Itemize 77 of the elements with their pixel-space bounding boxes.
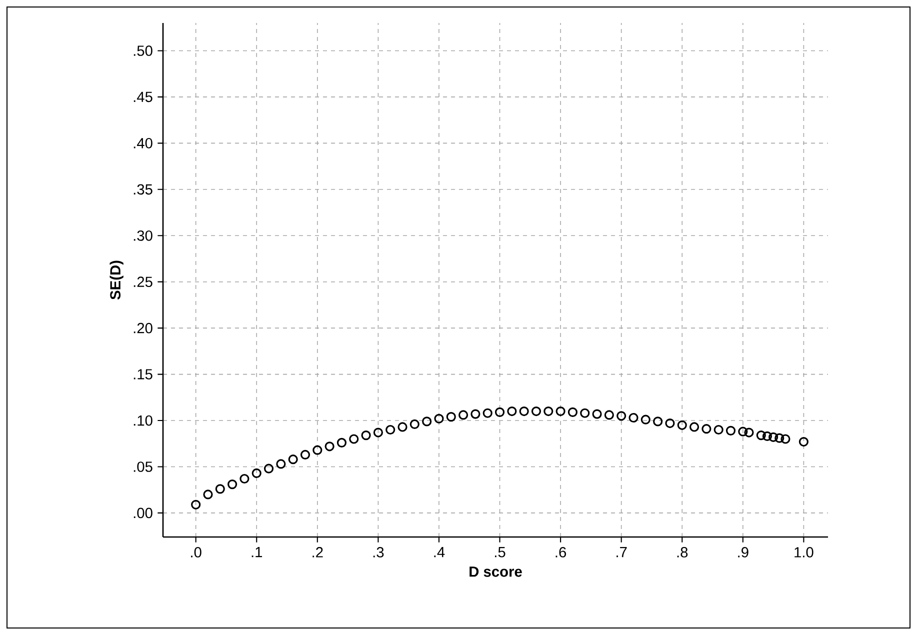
point <box>768 432 778 442</box>
point <box>410 419 420 430</box>
point <box>398 422 408 432</box>
point <box>653 416 663 426</box>
y-tick-label: .25 <box>134 276 152 288</box>
point <box>312 445 322 455</box>
point <box>300 450 310 460</box>
point <box>580 408 590 418</box>
x-tick-label: .9 <box>738 547 748 558</box>
y-tick-label: .35 <box>134 184 152 195</box>
point <box>336 438 347 448</box>
x-tick-label: .7 <box>616 547 627 558</box>
x-tick-label: .6 <box>556 547 566 558</box>
point <box>349 434 359 444</box>
point <box>215 484 225 494</box>
x-axis-title: D score <box>470 566 522 577</box>
y-tick-label: .05 <box>134 462 152 472</box>
y-axis-title: SE(D) <box>110 260 124 300</box>
point <box>519 406 529 416</box>
y-tick-label: .45 <box>134 92 152 102</box>
y-tick-label: .50 <box>134 46 152 56</box>
point <box>507 406 517 416</box>
y-tick-label: .20 <box>134 322 152 334</box>
point <box>702 424 712 434</box>
x-tick-label: .2 <box>312 547 323 558</box>
point <box>531 406 542 416</box>
point <box>288 454 298 464</box>
point <box>756 430 766 440</box>
point <box>361 430 371 440</box>
point <box>665 418 675 428</box>
point <box>780 434 790 444</box>
point <box>689 422 700 432</box>
point <box>458 410 468 420</box>
point <box>482 408 492 418</box>
point <box>227 480 238 490</box>
point <box>798 436 808 447</box>
x-tick-label: .1 <box>252 547 262 558</box>
point <box>556 406 566 416</box>
point <box>568 407 578 417</box>
point <box>592 409 602 419</box>
point <box>738 426 748 436</box>
y-tick-label: .40 <box>134 138 152 148</box>
x-tick-label: .4 <box>434 547 445 558</box>
x-tick-label: .0 <box>191 547 202 558</box>
point <box>191 500 201 510</box>
x-tick-label: .8 <box>677 547 688 558</box>
point <box>726 426 736 436</box>
y-tick-label: .00 <box>134 508 152 518</box>
point <box>252 468 262 478</box>
point <box>373 428 383 438</box>
point <box>677 420 687 430</box>
point <box>494 407 505 417</box>
x-tick-label: .5 <box>494 547 506 558</box>
point <box>324 442 334 452</box>
point <box>386 424 396 435</box>
point <box>203 490 213 500</box>
point <box>240 474 250 484</box>
point <box>628 412 638 423</box>
point <box>276 459 286 469</box>
x-tick-label: 1.0 <box>794 547 814 558</box>
point <box>422 416 432 426</box>
y-tick-label: .30 <box>134 230 152 241</box>
y-tick-label: .15 <box>134 369 152 380</box>
point <box>604 410 614 420</box>
point <box>762 431 772 442</box>
point <box>264 464 274 474</box>
point <box>544 406 554 416</box>
point <box>714 424 724 435</box>
point <box>640 414 650 424</box>
point <box>446 412 456 422</box>
point <box>616 411 626 421</box>
point <box>774 433 784 443</box>
x-tick-label: .3 <box>373 547 384 558</box>
y-tick-label: .10 <box>134 415 152 426</box>
point <box>434 414 444 424</box>
point <box>744 428 754 438</box>
point <box>470 409 480 419</box>
